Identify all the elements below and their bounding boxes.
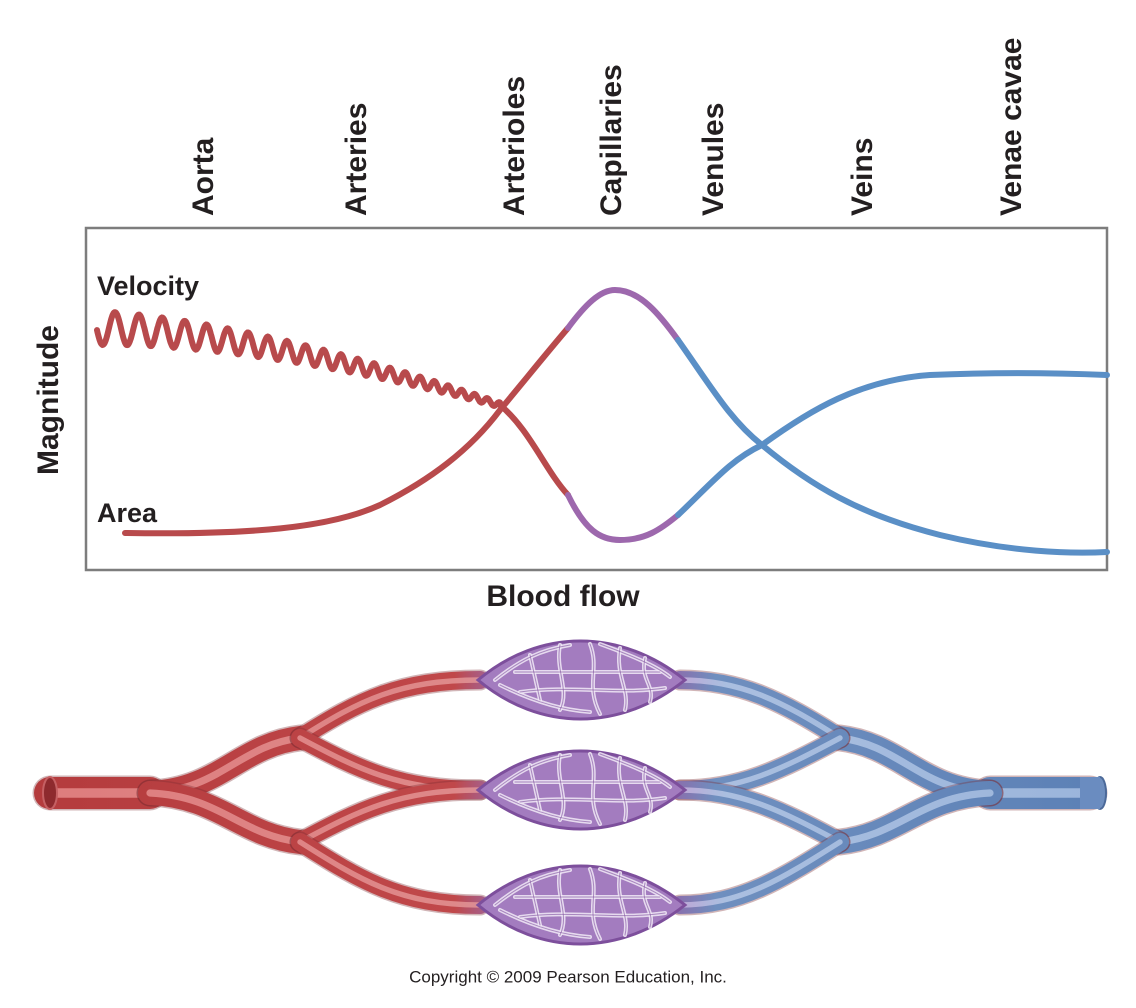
capillary-edge bbox=[618, 647, 627, 711]
x-axis-label: Blood flow bbox=[486, 580, 640, 613]
capillary-edge bbox=[589, 643, 601, 715]
capillary-edge bbox=[589, 753, 601, 825]
vessel bbox=[291, 671, 489, 747]
vessel-end bbox=[1080, 777, 1100, 809]
velocity-label: Velocity bbox=[97, 271, 199, 301]
vessel-opening bbox=[42, 776, 58, 810]
stage-labels: Aorta Arteries Arterioles Capillaries Venule… bbox=[187, 38, 1028, 217]
capillary-bed bbox=[475, 749, 688, 831]
capillary-edge bbox=[599, 643, 671, 678]
capillary-edge bbox=[599, 868, 671, 903]
capillary-edge bbox=[519, 687, 666, 693]
capillary-edge bbox=[529, 879, 541, 926]
stage-label: Capillaries bbox=[595, 64, 628, 216]
area-curve-red bbox=[122, 325, 571, 537]
capillary-bed bbox=[475, 864, 688, 946]
vessel-highlight bbox=[297, 839, 483, 908]
capillary-edge bbox=[643, 657, 652, 703]
plot-frame bbox=[84, 226, 1109, 572]
capillary-bed bbox=[475, 639, 688, 721]
capillary-edge bbox=[643, 882, 652, 928]
vessel bbox=[291, 781, 489, 851]
vessel bbox=[671, 781, 849, 851]
stage-label: Venae cavae bbox=[995, 38, 1028, 217]
capillary-edge bbox=[499, 794, 591, 823]
velocity-curve-purple bbox=[565, 492, 681, 544]
capillary-edge bbox=[499, 684, 591, 713]
vessel bbox=[671, 671, 849, 747]
capillary-edge bbox=[529, 654, 541, 701]
capillary-edge bbox=[529, 764, 541, 811]
vessel-highlight bbox=[836, 789, 994, 846]
capillary-edge bbox=[618, 757, 627, 821]
capillary-edge bbox=[499, 909, 591, 938]
capillary-edge bbox=[558, 754, 564, 821]
vessel-highlight bbox=[677, 839, 843, 908]
vessel bbox=[291, 833, 489, 914]
capillary-edge bbox=[599, 753, 671, 788]
area-label: Area bbox=[97, 498, 158, 528]
capillary-edge bbox=[589, 868, 601, 940]
copyright: Copyright © 2009 Pearson Education, Inc. bbox=[409, 967, 727, 986]
vessel-highlight bbox=[677, 787, 843, 845]
capillary-edge bbox=[558, 644, 564, 711]
vessel-highlight bbox=[297, 787, 483, 845]
capillary-edge bbox=[558, 869, 564, 936]
stage-label: Veins bbox=[846, 138, 879, 216]
vessel-highlight bbox=[297, 677, 483, 741]
vessel bbox=[671, 833, 849, 914]
area-curve-blue bbox=[675, 337, 1110, 556]
vessel-highlight bbox=[146, 789, 304, 846]
stage-label: Venules bbox=[697, 103, 730, 216]
velocity-curve-wave bbox=[94, 309, 503, 409]
stage-label: Arteries bbox=[340, 103, 373, 216]
area-curve-purple bbox=[565, 286, 681, 343]
velocity-curve-red bbox=[497, 402, 571, 498]
vessel-highlight bbox=[677, 677, 843, 741]
capillary-edge bbox=[519, 797, 666, 803]
stage-label: Aorta bbox=[187, 137, 220, 216]
stage-label: Arterioles bbox=[498, 76, 531, 216]
capillary-edge bbox=[618, 872, 627, 936]
capillary-edge bbox=[519, 912, 666, 918]
vessel-illustration bbox=[32, 639, 1108, 946]
capillary-edge bbox=[643, 767, 652, 813]
velocity-curve-blue bbox=[675, 370, 1110, 518]
y-axis-label: Magnitude bbox=[32, 325, 65, 475]
